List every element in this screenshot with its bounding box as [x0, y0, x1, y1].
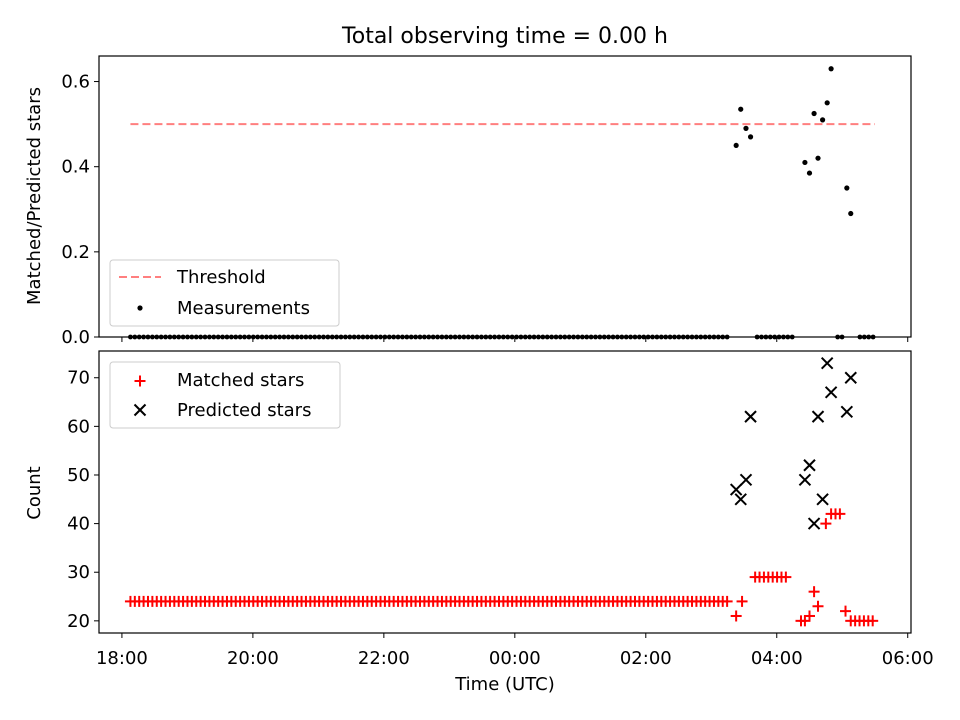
- count-legend-box: [109, 361, 341, 429]
- predicted-star-point: [820, 356, 834, 370]
- count-y-tick-label: 20: [67, 611, 90, 632]
- measurements-legend-label: Measurements: [177, 298, 310, 319]
- count-x-ticks: 18:00 20:00 22:00 00:00 02:00 04:00 06:00: [96, 633, 934, 669]
- ratio-y-tick-label: 0.6: [61, 72, 90, 93]
- matched-star-point: [820, 518, 832, 530]
- matched-star-point: [804, 610, 815, 622]
- x-axis-label: Time (UTC): [454, 674, 555, 695]
- predicted-star-point: [739, 473, 753, 487]
- x-tick-label: 22:00: [358, 648, 410, 669]
- matched-star-point: [840, 605, 852, 617]
- measurement-point: [824, 100, 830, 106]
- count-y-tick-label: 70: [67, 368, 90, 389]
- measurement-point: [811, 110, 817, 117]
- count-plot-area: [124, 356, 879, 627]
- count-y-tick-label: 30: [67, 562, 90, 583]
- predicted-star-point: [840, 405, 854, 418]
- ratio-legend-box: [109, 259, 340, 327]
- ratio-y-axis-label: Matched/Predicted stars: [24, 87, 45, 305]
- threshold-legend-label: Threshold: [176, 267, 266, 288]
- figure-title: Total observing time = 0.00 h: [341, 24, 668, 49]
- measurement-point: [819, 117, 826, 123]
- ratio-panel: 0.0 0.2 0.4 0.6 Matched/Predicted stars Thr…: [24, 55, 912, 348]
- measurement-point: [802, 159, 808, 166]
- count-legend: Matched stars Predicted stars: [109, 361, 341, 429]
- matched-legend-label: Matched stars: [177, 370, 304, 391]
- matched-star-point: [812, 600, 824, 612]
- count-y-tick-label: 60: [67, 416, 90, 437]
- ratio-y-ticks: 0.0 0.2 0.4 0.6: [61, 72, 99, 348]
- predicted-star-point: [824, 386, 838, 399]
- count-panel: 20 30 40 50 60 70 18:00 20:00 22:00 00:00 02:00 04…: [24, 350, 934, 695]
- predicted-star-point: [729, 483, 743, 496]
- ratio-y-tick-label: 0.0: [61, 327, 90, 348]
- ratio-x-ticks: [121, 337, 909, 342]
- predicted-star-point: [803, 459, 816, 472]
- x-tick-label: 20:00: [227, 648, 279, 669]
- matched-star-point: [780, 571, 792, 583]
- matched-star-point: [834, 508, 846, 520]
- count-axes-frame: [98, 350, 912, 634]
- measurement-point: [844, 185, 850, 191]
- measurement-point: [848, 210, 854, 217]
- predicted-star-point: [734, 493, 747, 506]
- predicted-star-point: [811, 410, 825, 423]
- measurements-legend-swatch: [137, 305, 143, 311]
- matched-star-point: [808, 586, 820, 598]
- measurement-point: [815, 155, 821, 161]
- matched-star-point: [867, 615, 879, 627]
- predicted-star-point: [798, 473, 812, 487]
- predicted-star-point: [816, 493, 829, 506]
- measurement-point: [733, 142, 739, 149]
- measurement-point: [828, 66, 834, 72]
- matched-star-point: [736, 595, 748, 607]
- x-tick-label: 04:00: [751, 648, 803, 669]
- predicted-legend-label: Predicted stars: [177, 400, 311, 421]
- count-y-ticks: 20 30 40 50 60 70: [67, 368, 99, 632]
- count-y-tick-label: 40: [67, 514, 90, 535]
- ratio-legend: Threshold Measurements: [109, 259, 340, 327]
- ratio-y-tick-label: 0.4: [61, 157, 90, 178]
- measurement-point: [806, 170, 813, 176]
- matched-star-point: [721, 595, 733, 607]
- count-y-tick-label: 50: [67, 465, 90, 486]
- measurement-point: [747, 134, 754, 140]
- matched-legend-swatch: [134, 375, 146, 387]
- x-tick-label: 02:00: [620, 648, 672, 669]
- ratio-y-tick-label: 0.2: [61, 242, 90, 263]
- x-tick-label: 18:00: [96, 648, 148, 669]
- predicted-star-point: [807, 517, 821, 530]
- predicted-star-point: [844, 371, 857, 384]
- count-y-axis-label: Count: [24, 466, 45, 519]
- matched-star-point: [730, 610, 742, 622]
- predicted-star-point: [744, 410, 757, 423]
- measurement-point: [743, 125, 749, 131]
- predicted-legend-swatch: [133, 403, 147, 417]
- x-tick-label: 06:00: [882, 648, 934, 669]
- ratio-axes-frame: [98, 55, 912, 338]
- x-tick-label: 00:00: [489, 648, 541, 669]
- measurement-point: [738, 106, 744, 112]
